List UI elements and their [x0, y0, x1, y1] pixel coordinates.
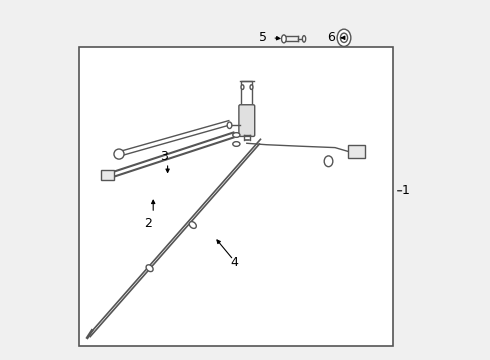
- Ellipse shape: [341, 33, 347, 42]
- Ellipse shape: [227, 122, 232, 129]
- Text: 1: 1: [401, 184, 409, 197]
- Bar: [79, 47, 392, 346]
- Ellipse shape: [233, 133, 240, 138]
- Ellipse shape: [282, 35, 286, 43]
- Ellipse shape: [189, 222, 196, 228]
- Ellipse shape: [233, 142, 240, 147]
- Ellipse shape: [250, 85, 253, 90]
- Text: 6: 6: [327, 31, 335, 44]
- Text: 3: 3: [160, 150, 168, 163]
- FancyBboxPatch shape: [239, 105, 255, 136]
- Ellipse shape: [337, 29, 351, 46]
- Circle shape: [114, 149, 124, 159]
- Text: 5: 5: [259, 31, 267, 44]
- Ellipse shape: [324, 156, 333, 167]
- FancyBboxPatch shape: [348, 145, 365, 158]
- Text: 4: 4: [230, 256, 238, 269]
- FancyBboxPatch shape: [101, 170, 114, 180]
- Ellipse shape: [241, 85, 244, 90]
- Text: 2: 2: [144, 217, 152, 230]
- Ellipse shape: [302, 36, 306, 42]
- Ellipse shape: [146, 265, 153, 271]
